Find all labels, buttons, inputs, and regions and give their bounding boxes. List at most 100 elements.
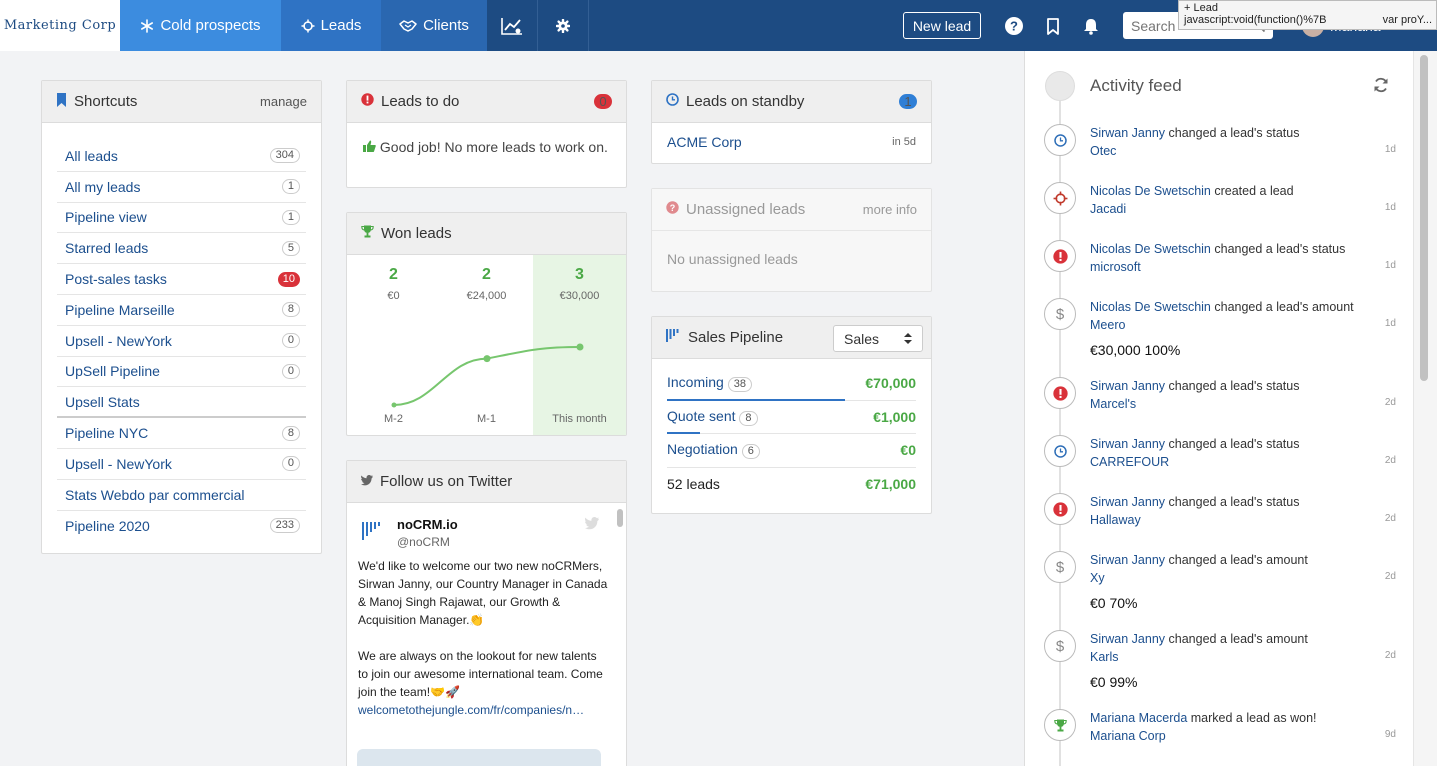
activity-lead-link[interactable]: Jacadi <box>1090 202 1127 216</box>
shortcut-item[interactable]: All my leads 1 <box>57 172 306 203</box>
shortcut-item[interactable]: Starred leads 5 <box>57 233 306 265</box>
leads-on-standby-header: Leads on standby 1 <box>652 81 931 123</box>
page-scrollbar-thumb[interactable] <box>1420 55 1428 381</box>
tweet-handle[interactable]: @noCRM <box>397 535 450 549</box>
bookmark-icon[interactable] <box>1042 15 1064 37</box>
page-scrollbar[interactable] <box>1413 51 1437 766</box>
tooltip-title: + Lead <box>1184 2 1218 14</box>
pipeline-step-bar <box>667 398 846 401</box>
gear-icon <box>556 18 570 33</box>
twitter-bird-icon[interactable] <box>584 517 600 533</box>
activity-text: Sirwan Janny changed a lead's status CARR… <box>1090 435 1370 471</box>
won-column-m2[interactable]: 2 €0 M-2 <box>347 255 440 435</box>
won-data-point[interactable] <box>576 343 584 351</box>
shortcut-item[interactable]: Post-sales tasks 10 <box>57 264 306 295</box>
shortcut-label[interactable]: Upsell Stats <box>65 393 140 410</box>
pipeline-select[interactable]: Sales <box>833 325 923 352</box>
shortcut-item[interactable]: Pipeline view 1 <box>57 203 306 234</box>
activity-lead-link[interactable]: Karls <box>1090 650 1119 664</box>
standby-lead-row[interactable]: ACME Corp in 5d <box>652 123 931 161</box>
help-icon[interactable]: ? <box>1003 15 1025 37</box>
activity-user-link[interactable]: Mariana Macerda <box>1090 711 1188 725</box>
new-lead-button[interactable]: New lead <box>903 12 981 39</box>
pipeline-step-label[interactable]: Incoming <box>667 374 724 391</box>
activity-user-link[interactable]: Sirwan Janny <box>1090 126 1166 140</box>
shortcut-label[interactable]: Pipeline 2020 <box>65 517 150 534</box>
shortcut-label[interactable]: Upsell - NewYork <box>65 332 172 349</box>
svg-text:?: ? <box>1010 19 1018 34</box>
shortcut-label[interactable]: Pipeline Marseille <box>65 301 175 318</box>
activity-user-link[interactable]: Sirwan Janny <box>1090 495 1166 509</box>
bell-icon[interactable] <box>1080 15 1102 37</box>
activity-lead-link[interactable]: Otec <box>1090 144 1117 158</box>
activity-action: changed a lead's status <box>1210 242 1346 256</box>
shortcut-item[interactable]: Pipeline 2020 233 <box>57 511 306 542</box>
pipeline-step-amount: €0 <box>900 442 916 459</box>
shortcut-item[interactable]: Pipeline Marseille 8 <box>57 295 306 326</box>
pipeline-step-label[interactable]: Quote sent <box>667 407 736 424</box>
activity-lead-link[interactable]: Mariana Corp <box>1090 729 1166 743</box>
activity-action: changed a lead's amount <box>1165 553 1308 567</box>
refresh-icon[interactable] <box>1373 77 1389 96</box>
twitter-scrollbar[interactable] <box>617 509 623 527</box>
shortcut-item[interactable]: UpSell Pipeline 0 <box>57 357 306 388</box>
shortcut-label[interactable]: Post-sales tasks <box>65 271 167 288</box>
tweet-account-name[interactable]: noCRM.io <box>397 517 458 532</box>
pipeline-step-row[interactable]: Quote sent 8 €1,000 <box>667 401 916 434</box>
shortcut-label[interactable]: Pipeline view <box>65 209 147 226</box>
pipeline-step-row[interactable]: Incoming 38 €70,000 <box>667 367 916 401</box>
unassigned-more-info-link[interactable]: more info <box>862 202 917 217</box>
won-leads-chart: 2 €0 M-2 2 €24,000 M-1 3 €30,000 This mo… <box>347 255 626 435</box>
activity-lead-link[interactable]: microsoft <box>1090 260 1141 274</box>
activity-lead-link[interactable]: Meero <box>1090 318 1126 332</box>
shortcut-item[interactable]: Pipeline NYC 8 <box>57 418 306 449</box>
shortcut-label[interactable]: Starred leads <box>65 240 149 257</box>
won-column-m1[interactable]: 2 €24,000 M-1 <box>440 255 533 435</box>
activity-lead-link[interactable]: Marcel's <box>1090 397 1137 411</box>
activity-user-link[interactable]: Sirwan Janny <box>1090 553 1166 567</box>
activity-user-link[interactable]: Nicolas De Swetschin <box>1090 242 1211 256</box>
activity-lead-link[interactable]: Xy <box>1090 571 1105 585</box>
alert-icon <box>1044 240 1076 272</box>
activity-action: marked a lead as won! <box>1187 711 1317 725</box>
shortcut-item[interactable]: All leads 304 <box>57 141 306 172</box>
shortcut-label[interactable]: Upsell - NewYork <box>65 455 172 472</box>
shortcut-item[interactable]: Stats Webdo par commercial <box>57 480 306 511</box>
shortcut-item[interactable]: Upsell - NewYork 0 <box>57 449 306 480</box>
tab-clients[interactable]: Clients <box>381 0 487 51</box>
activity-user-link[interactable]: Sirwan Janny <box>1090 437 1166 451</box>
tweet-link[interactable]: welcometothejungle.com/fr/companies/n… <box>357 701 612 719</box>
won-trend-line <box>391 343 584 408</box>
activity-lead-link[interactable]: CARREFOUR <box>1090 455 1170 469</box>
activity-time: 1d <box>1384 144 1396 155</box>
tweet-link-text[interactable]: welcometothejungle.com/fr/companies/n… <box>358 703 585 717</box>
manage-shortcuts-link[interactable]: manage <box>260 94 307 109</box>
activity-user-link[interactable]: Sirwan Janny <box>1090 632 1166 646</box>
activity-user-link[interactable]: Sirwan Janny <box>1090 379 1166 393</box>
activity-lead-link[interactable]: Hallaway <box>1090 513 1141 527</box>
shortcut-label[interactable]: UpSell Pipeline <box>65 363 160 380</box>
tab-settings[interactable] <box>538 0 589 51</box>
won-data-point[interactable] <box>483 355 491 363</box>
tab-cold-prospects[interactable]: Cold prospects <box>120 0 281 51</box>
shortcut-label[interactable]: All leads <box>65 147 118 164</box>
leads-on-standby-count: 1 <box>899 94 917 109</box>
shortcut-label[interactable]: All my leads <box>65 178 141 195</box>
tab-leads[interactable]: Leads <box>281 0 381 51</box>
pipeline-step-label[interactable]: Negotiation <box>667 441 738 458</box>
tweet-image[interactable] <box>357 749 601 766</box>
shortcut-label[interactable]: Stats Webdo par commercial <box>65 486 245 503</box>
twitter-panel: Follow us on Twitter noCRM.io @noCRM We'… <box>346 460 627 766</box>
tab-statistics[interactable] <box>487 0 538 51</box>
activity-user-link[interactable]: Nicolas De Swetschin <box>1090 184 1211 198</box>
pipeline-step-row[interactable]: Negotiation 6 €0 <box>667 434 916 468</box>
shortcut-item[interactable]: Upsell Stats <box>57 387 306 419</box>
shortcut-label[interactable]: Pipeline NYC <box>65 425 149 442</box>
twitter-timeline[interactable]: noCRM.io @noCRM We'd like to welcome our… <box>357 505 612 766</box>
company-logo[interactable]: Marketing Corp <box>0 0 120 51</box>
bookmarklet-tooltip: + Lead javascript:void(function()%7B var… <box>1178 0 1437 30</box>
standby-lead-name[interactable]: ACME Corp <box>667 134 742 150</box>
activity-user-link[interactable]: Nicolas De Swetschin <box>1090 300 1211 314</box>
shortcut-item[interactable]: Upsell - NewYork 0 <box>57 326 306 357</box>
won-data-point[interactable] <box>391 402 397 408</box>
